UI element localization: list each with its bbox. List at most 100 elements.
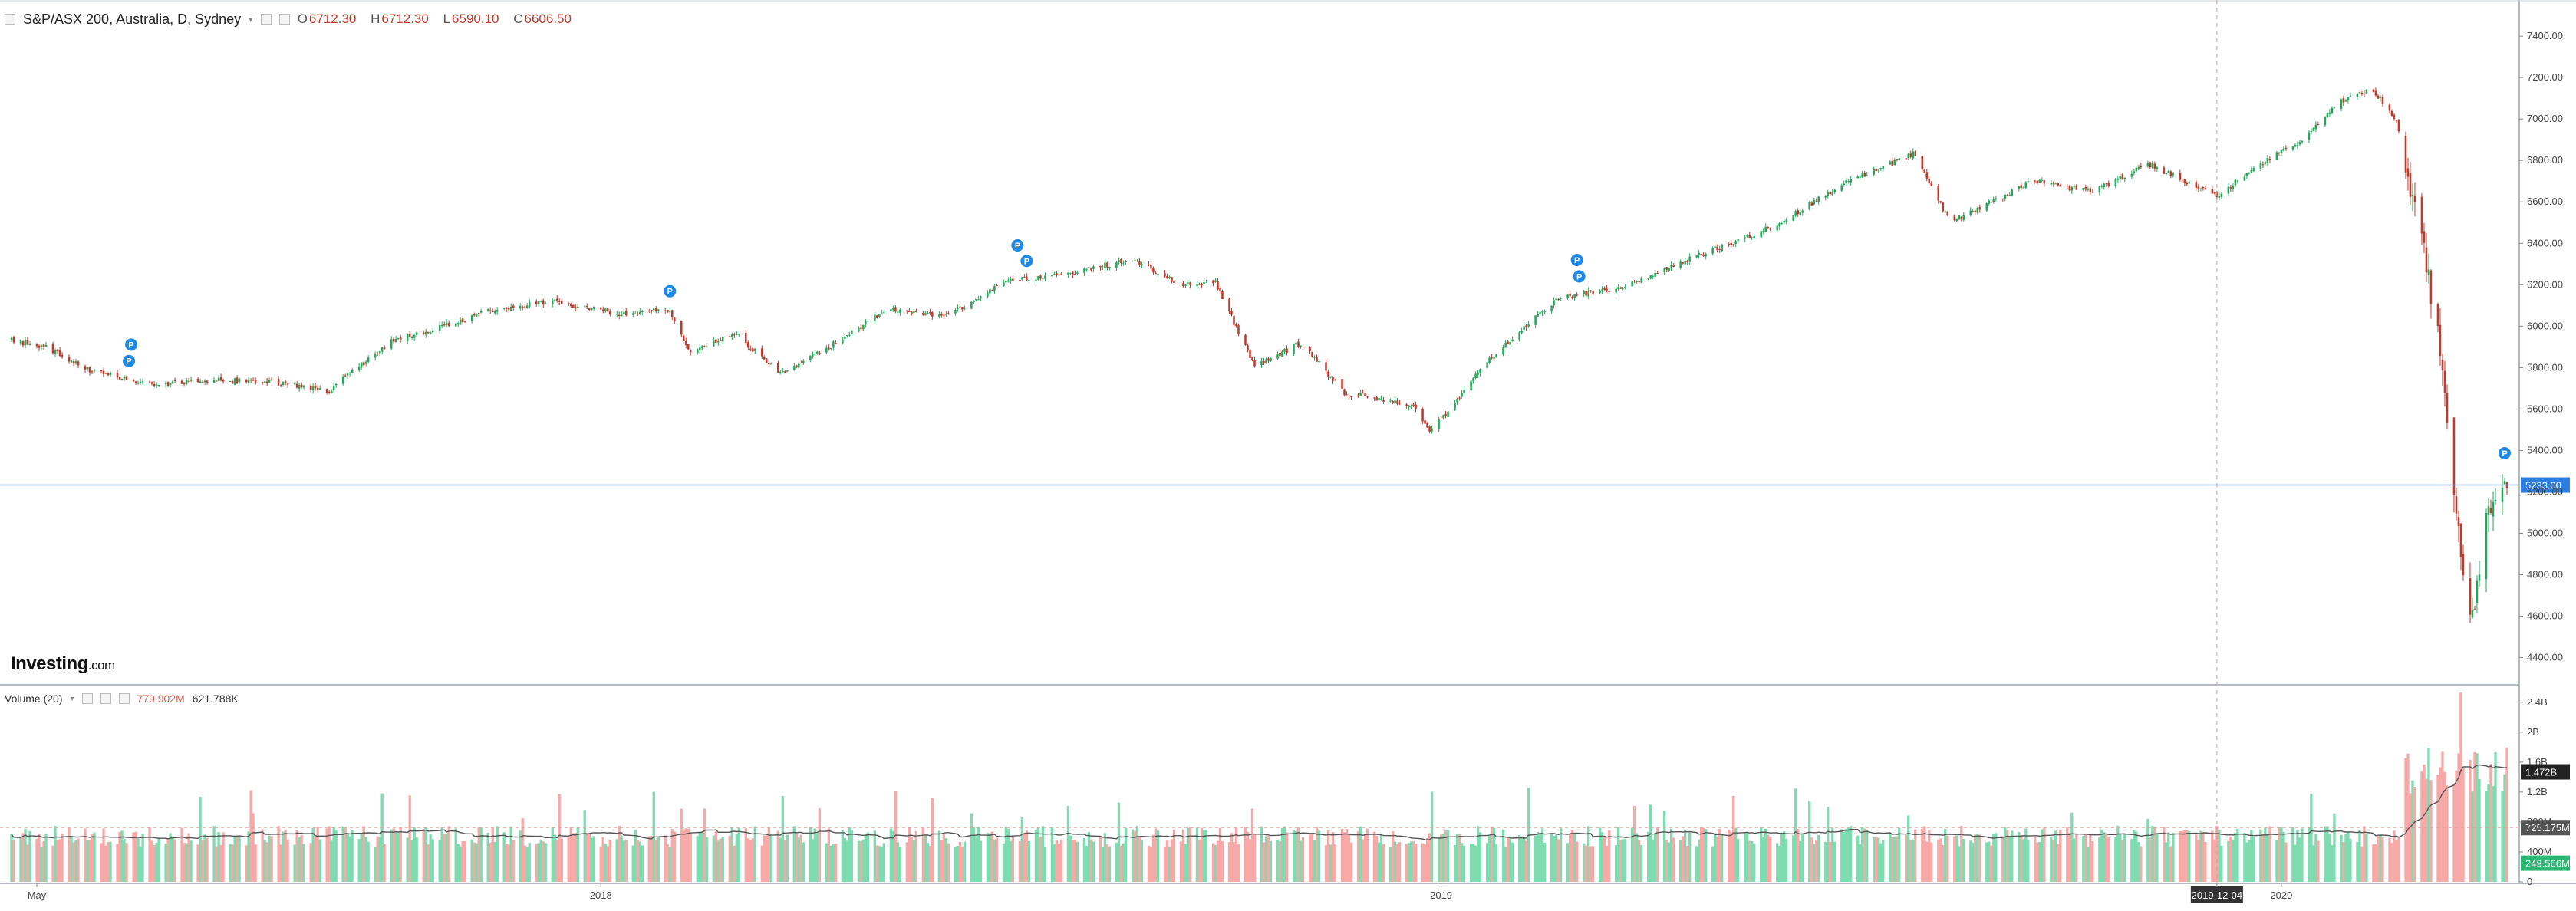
volume-bar (813, 828, 816, 882)
candle-body (1652, 275, 1654, 277)
volume-bar (2245, 842, 2248, 882)
volume-bar (2004, 827, 2007, 882)
candle-body (424, 331, 427, 335)
volume-bar (2365, 834, 2368, 882)
volume-bar (1543, 842, 1547, 882)
candle-body (1875, 169, 1878, 172)
volume-bar (473, 842, 476, 882)
volume-bar (2404, 758, 2407, 882)
volume-bar (1990, 845, 1993, 882)
visibility-icon[interactable] (81, 693, 93, 704)
volume-bar (988, 834, 992, 882)
collapse-icon[interactable] (5, 14, 15, 25)
candle-body (1122, 262, 1125, 264)
volume-indicator-label[interactable]: Volume (20) (5, 692, 63, 705)
volume-bar (1928, 830, 1931, 882)
volume-bar (415, 837, 418, 882)
volume-bar (1840, 829, 1843, 882)
open-value: 6712.30 (308, 12, 357, 26)
high-label: H (371, 12, 380, 26)
candle-body (1456, 399, 1458, 403)
candle-body (2024, 182, 2028, 189)
marker-label: P (126, 357, 131, 367)
candle-body (915, 311, 917, 313)
settings-icon[interactable] (260, 14, 272, 25)
candle-body (2365, 89, 2368, 94)
candle-body (102, 370, 105, 374)
volume-bar (180, 827, 183, 882)
candle-body (1746, 235, 1748, 237)
volume-bar (229, 844, 232, 882)
volume-bar (558, 794, 561, 882)
volume-bar (1575, 841, 1579, 882)
volume-bar (544, 843, 547, 882)
volume-bar (1744, 832, 1747, 882)
volume-bar (1345, 829, 1349, 882)
volume-bar (1260, 826, 1263, 882)
candle-body (1845, 180, 1848, 184)
candle-body (798, 363, 800, 368)
candle-body (947, 313, 950, 314)
volume-bar (1034, 829, 1038, 882)
volume-bar (1540, 828, 1544, 882)
candle-body (1882, 166, 1885, 169)
investing-logo: Investing.com (11, 653, 115, 675)
volume-bar (974, 834, 978, 882)
candle-body (2252, 168, 2255, 172)
volume-bar (1388, 846, 1392, 882)
volume-bar (171, 836, 174, 882)
volume-bar (38, 834, 41, 882)
hide-icon[interactable] (278, 14, 290, 25)
volume-bar (1036, 827, 1040, 882)
volume-bar (512, 839, 515, 882)
volume-bar (2052, 839, 2055, 882)
candle-body (2296, 144, 2299, 146)
candle-body (493, 311, 496, 314)
volume-bar (1059, 839, 1063, 882)
volume-bar (2436, 775, 2439, 882)
volume-value-label: 1.472B (2525, 767, 2557, 778)
price-tick-label: 4800.00 (2527, 569, 2563, 580)
chevron-down-icon[interactable]: ▾ (70, 694, 74, 703)
volume-bar (1856, 835, 1860, 882)
candle-body (816, 351, 819, 354)
volume-bar (1992, 834, 1995, 882)
candle-body (1394, 400, 1396, 403)
volume-bar (2446, 785, 2449, 882)
candle-body (268, 380, 271, 383)
candle-body (311, 386, 315, 390)
volume-bar (2220, 845, 2223, 882)
volume-bar (1714, 833, 1717, 882)
close-icon[interactable] (118, 693, 130, 704)
candle-body (848, 334, 851, 336)
volume-bar (1921, 828, 1924, 882)
volume-bar (1686, 846, 1689, 882)
volume-bar (1850, 826, 1853, 882)
candle-body (456, 323, 460, 325)
candle-body (2441, 359, 2444, 370)
volume-bar (445, 833, 448, 882)
volume-bar (1163, 846, 1167, 882)
volume-bar (1101, 847, 1105, 882)
volume-bar (440, 827, 443, 882)
candle-body (1343, 389, 1346, 396)
volume-bar (1829, 841, 1832, 882)
volume-bar (2020, 835, 2023, 882)
candle-body (782, 370, 784, 372)
candle-body (475, 313, 478, 317)
settings-icon[interactable] (100, 693, 111, 704)
candle-body (1412, 404, 1415, 406)
chevron-down-icon[interactable]: ▾ (249, 15, 253, 25)
volume-bar (2429, 780, 2433, 882)
volume-bar (1586, 826, 1590, 882)
candle-body (21, 341, 25, 346)
candle-body (1010, 278, 1012, 281)
symbol-title[interactable]: S&P/ASX 200, Australia, D, Sydney (23, 11, 242, 27)
volume-bar (2043, 827, 2046, 882)
volume-bar (1202, 830, 1206, 882)
volume-bar (2036, 842, 2039, 882)
volume-bar (1824, 841, 1827, 882)
volume-bar (150, 840, 153, 882)
volume-bar (1570, 830, 1574, 882)
